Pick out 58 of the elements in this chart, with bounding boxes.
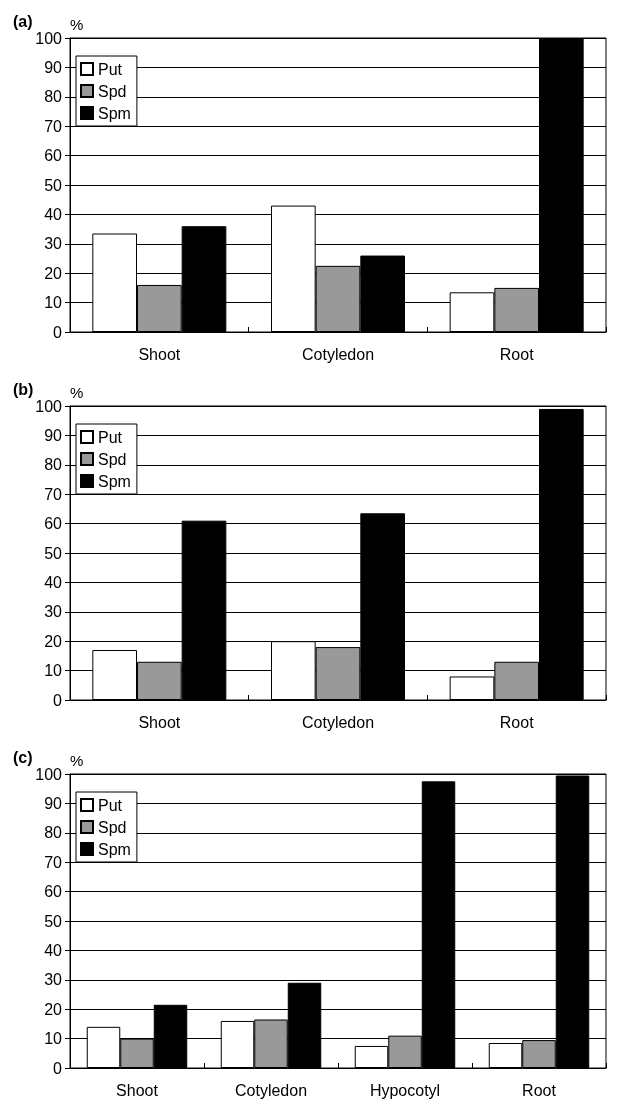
x-tick-label: Shoot — [138, 345, 181, 363]
y-tick-label: 100 — [35, 765, 63, 783]
y-tick-label: 70 — [44, 117, 63, 135]
y-tick-label: 0 — [53, 691, 63, 709]
legend-label: Put — [98, 796, 123, 814]
legend-label: Spd — [98, 82, 127, 100]
x-tick-label: Cotyledon — [301, 713, 375, 731]
chart-title: (b) — [13, 380, 34, 398]
y-tick-label: 100 — [35, 397, 63, 415]
y-tick-label: 10 — [44, 662, 63, 680]
y-axis-title: % — [70, 752, 84, 769]
y-tick-label: 70 — [44, 853, 63, 871]
y-tick-label: 10 — [44, 1030, 63, 1048]
y-tick-label: 50 — [44, 176, 63, 194]
legend-label: Spd — [98, 450, 127, 468]
x-tick-label: Hypocotyl — [369, 1081, 441, 1099]
legend-label: Put — [98, 428, 123, 446]
y-tick-label: 80 — [44, 88, 63, 106]
y-tick-label: 20 — [44, 1000, 63, 1018]
chart-title: (c) — [13, 748, 33, 766]
y-tick-label: 90 — [44, 426, 63, 444]
y-tick-label: 40 — [44, 573, 63, 591]
x-tick-label: Cotyledon — [234, 1081, 308, 1099]
x-tick-label: Cotyledon — [301, 345, 375, 363]
y-tick-label: 0 — [53, 1059, 63, 1077]
legend-label: Spm — [98, 840, 131, 858]
y-tick-label: 70 — [44, 485, 63, 503]
y-tick-label: 60 — [44, 515, 63, 533]
y-tick-label: 0 — [53, 323, 63, 341]
y-tick-label: 100 — [35, 29, 63, 47]
chart-title: (a) — [13, 12, 33, 30]
y-tick-label: 50 — [44, 544, 63, 562]
y-tick-label: 30 — [44, 603, 63, 621]
x-tick-label: Root — [499, 345, 535, 363]
x-tick-label: Shoot — [138, 713, 181, 731]
y-tick-label: 80 — [44, 456, 63, 474]
y-tick-label: 10 — [44, 294, 63, 312]
y-tick-label: 80 — [44, 824, 63, 842]
y-tick-label: 20 — [44, 264, 63, 282]
x-tick-label: Root — [522, 1081, 557, 1099]
x-tick-label: Shoot — [116, 1081, 159, 1099]
legend-label: Spm — [98, 104, 131, 122]
legend-label: Spm — [98, 472, 131, 490]
x-tick-label: Root — [499, 713, 535, 731]
legend-label: Put — [98, 60, 123, 78]
y-tick-label: 60 — [44, 147, 63, 165]
y-axis-title: % — [70, 384, 84, 401]
y-tick-label: 40 — [44, 205, 63, 223]
y-tick-label: 20 — [44, 632, 63, 650]
legend-label: Spd — [98, 818, 127, 836]
y-tick-label: 90 — [44, 58, 63, 76]
y-tick-label: 30 — [44, 235, 63, 253]
y-tick-label: 40 — [44, 941, 63, 959]
y-tick-label: 50 — [44, 912, 63, 930]
y-axis-title: % — [70, 16, 84, 33]
y-tick-label: 90 — [44, 794, 63, 812]
y-tick-label: 60 — [44, 883, 63, 901]
y-tick-label: 30 — [44, 971, 63, 989]
